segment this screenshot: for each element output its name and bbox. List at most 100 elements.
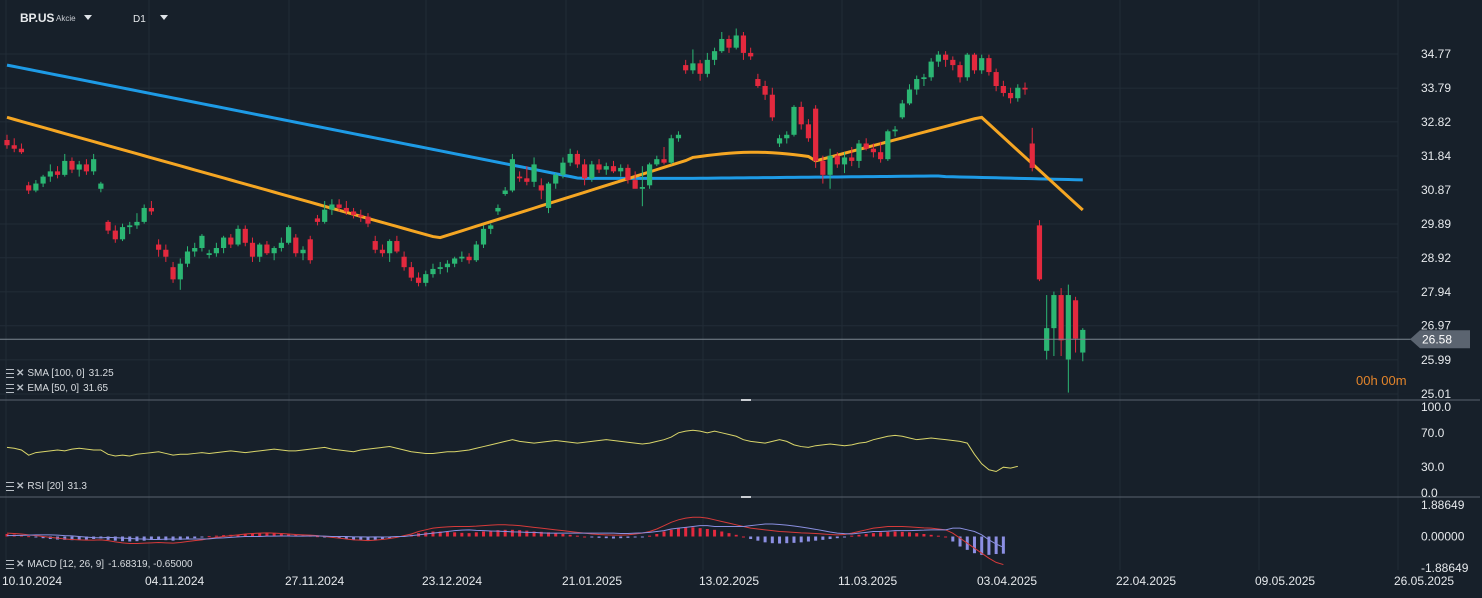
- sma-line: [6, 63, 1083, 182]
- candle-up: [488, 225, 494, 229]
- macd-histogram-bar: [41, 536, 45, 539]
- macd-histogram-bar: [510, 529, 514, 537]
- candle-down: [1058, 295, 1064, 341]
- candle-up: [62, 160, 68, 175]
- candle-down: [661, 159, 667, 163]
- symbol-dropdown-icon[interactable]: [84, 15, 92, 20]
- candle-up: [567, 153, 573, 163]
- close-icon[interactable]: ✕: [16, 368, 25, 379]
- macd-histogram-bar: [669, 529, 673, 537]
- macd-histogram-bar: [518, 530, 522, 537]
- candle-up: [495, 207, 501, 212]
- candle-up: [603, 166, 609, 170]
- candle-up: [221, 237, 227, 249]
- ema-polyline: [6, 115, 1084, 240]
- macd-histogram-bar: [893, 531, 897, 537]
- candle-down: [83, 164, 90, 172]
- macd-histogram-bar: [691, 527, 695, 537]
- candle-up: [184, 251, 191, 264]
- candle-up: [459, 256, 465, 259]
- candle-up: [921, 77, 927, 80]
- macd-histogram-bar: [655, 533, 659, 537]
- macd-histogram-bar: [258, 533, 262, 537]
- candle-down: [18, 148, 25, 153]
- close-icon[interactable]: ✕: [16, 481, 25, 492]
- candle-down: [943, 54, 949, 60]
- macd-histogram-bar: [763, 536, 767, 543]
- candle-up: [322, 209, 328, 222]
- candle-down: [971, 54, 978, 71]
- candle-up: [690, 63, 696, 71]
- candle-down: [798, 106, 804, 125]
- rsi-tick-label: 0.0: [1421, 486, 1438, 500]
- macd-histogram-bar: [250, 533, 254, 537]
- candle-up: [206, 253, 212, 255]
- candle-down: [105, 221, 111, 231]
- macd-histogram-bar: [611, 536, 615, 539]
- candle-up: [134, 221, 140, 226]
- macd-histogram-bar: [879, 532, 883, 537]
- macd-histogram-bar: [900, 531, 904, 537]
- candle-down: [1072, 300, 1079, 339]
- macd-histogram-bar: [453, 532, 457, 537]
- candle-up: [589, 164, 595, 179]
- macd-histogram-bar: [200, 536, 204, 538]
- settings-icon[interactable]: [6, 369, 14, 378]
- close-icon[interactable]: ✕: [16, 559, 25, 570]
- macd-histogram-bar: [568, 534, 572, 537]
- time-tick-label: 27.11.2024: [285, 574, 344, 588]
- candle-down: [372, 241, 378, 250]
- timeframe-selector[interactable]: D1: [133, 14, 146, 25]
- time-tick-label: 04.11.2024: [145, 574, 204, 588]
- candle-down: [610, 166, 617, 172]
- macd-tick-label: 1.88649: [1421, 498, 1465, 512]
- settings-icon[interactable]: [6, 482, 14, 491]
- settings-icon[interactable]: [6, 384, 14, 393]
- macd-histogram-bar: [561, 533, 565, 537]
- candle-down: [112, 230, 118, 240]
- macd-histogram-bar: [994, 536, 998, 555]
- timeframe-dropdown-icon[interactable]: [160, 15, 168, 20]
- price-tick-label: 27.94: [1421, 285, 1451, 299]
- macd-histogram-bar: [265, 533, 269, 537]
- candle-down: [249, 242, 256, 257]
- macd-histogram-bar: [489, 530, 493, 537]
- candle-down: [264, 244, 270, 254]
- macd-histogram-bar: [34, 536, 38, 538]
- pane-divider-handle[interactable]: [741, 399, 751, 401]
- macd-histogram-bar: [864, 533, 868, 537]
- candle-down: [293, 237, 299, 254]
- candle-down: [574, 153, 580, 165]
- time-tick-label: 10.10.2024: [2, 574, 62, 588]
- macd-histogram-bar: [676, 528, 680, 537]
- candle-up: [278, 242, 284, 249]
- macd-histogram-bar: [850, 535, 854, 537]
- last-price-label: 26.58: [1422, 332, 1452, 346]
- candle-up: [914, 79, 920, 90]
- close-icon[interactable]: ✕: [16, 383, 25, 394]
- macd-histogram-bar: [373, 536, 377, 540]
- candle-up: [257, 244, 263, 257]
- settings-icon[interactable]: [6, 560, 14, 569]
- candle-down: [813, 108, 819, 161]
- rsi-pane: 100.0 70.0 30.0 0.0: [6, 400, 1451, 500]
- macd-histogram-bar: [272, 533, 276, 537]
- symbol-name[interactable]: BP.US: [20, 11, 55, 25]
- macd-histogram-bar: [713, 529, 717, 537]
- candle-up: [784, 134, 790, 139]
- candle-up: [329, 204, 335, 210]
- macd-histogram-bar: [27, 536, 31, 538]
- macd-histogram-bar: [597, 536, 601, 538]
- candle-down: [466, 256, 472, 261]
- time-tick-label: 22.04.2025: [1116, 574, 1176, 588]
- candle-down: [408, 267, 414, 278]
- pane-divider-handle[interactable]: [741, 496, 751, 498]
- candle-down: [228, 237, 234, 245]
- candle-down: [163, 249, 169, 257]
- macd-histogram-bar: [547, 532, 550, 537]
- candle-down: [769, 94, 775, 118]
- macd-indicator-label: ✕ MACD [12, 26, 9] -1.68319, -0.65000: [6, 559, 197, 570]
- candle-down: [242, 228, 248, 243]
- price-tick-label: 31.84: [1421, 149, 1451, 163]
